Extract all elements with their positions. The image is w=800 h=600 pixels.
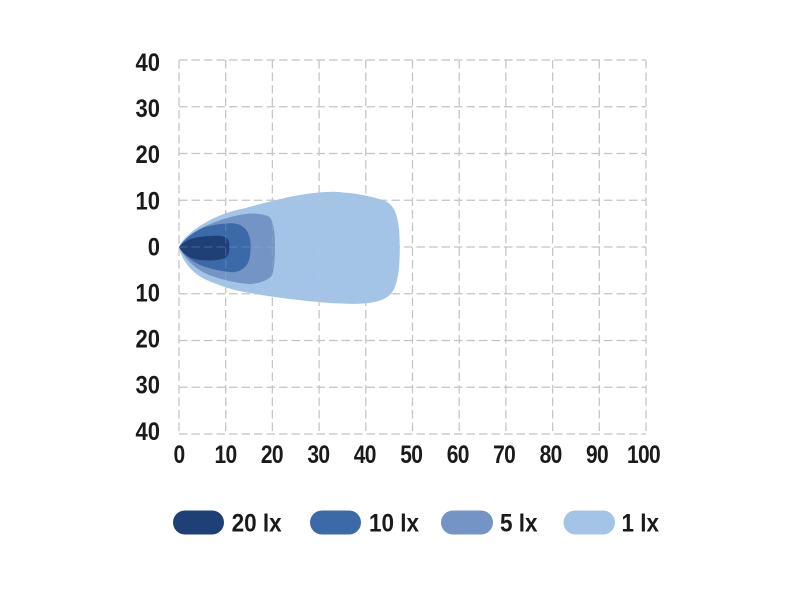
svg-text:20 lx: 20 lx [232,509,283,537]
svg-text:90: 90 [586,440,608,468]
svg-text:10: 10 [214,440,236,468]
svg-text:50: 50 [400,440,422,468]
svg-text:20: 20 [261,440,283,468]
svg-text:10: 10 [136,279,160,307]
svg-text:0: 0 [148,233,160,261]
svg-text:10: 10 [136,187,160,215]
svg-text:60: 60 [447,440,469,468]
svg-text:80: 80 [540,440,562,468]
svg-text:5 lx: 5 lx [500,509,538,537]
svg-text:10 lx: 10 lx [369,509,420,537]
svg-text:20: 20 [136,325,160,353]
svg-text:1 lx: 1 lx [622,509,660,537]
svg-text:40: 40 [354,440,376,468]
svg-text:30: 30 [136,95,160,123]
svg-text:40: 40 [136,418,160,446]
svg-text:40: 40 [136,49,160,77]
svg-text:100: 100 [627,440,660,468]
svg-text:0: 0 [173,440,184,468]
svg-text:70: 70 [493,440,515,468]
svg-text:30: 30 [307,440,329,468]
svg-text:30: 30 [136,371,160,399]
svg-text:20: 20 [136,141,160,169]
